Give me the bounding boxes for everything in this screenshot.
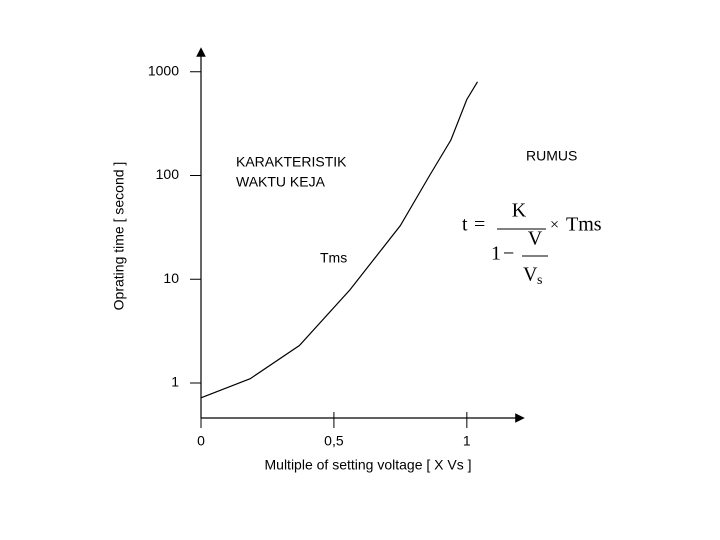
formula-text: K [512,200,527,222]
formula-text: V [523,264,538,286]
y-tick-label: 100 [156,166,180,182]
annotation: KARAKTERISTIK [236,154,347,170]
formula-text: V [528,228,543,250]
x-tick-label: 0,5 [324,433,344,449]
y-axis-label: Oprating time [ second ] [111,162,127,311]
y-tick-label: 1 [171,374,179,390]
formula-text: s [537,273,542,288]
annotation: RUMUS [526,148,577,164]
formula-text: 1 [491,243,501,265]
x-tick-label: 1 [463,433,471,449]
formula: t = K 1 − V V s × Tms [462,200,602,289]
line-series [200,81,479,399]
formula-text: Tms [566,214,602,236]
x-axis-label: Multiple of setting voltage [ X Vs ] [265,457,472,473]
formula-text: × [550,217,559,234]
annotation: Tms [320,250,347,266]
formula-text: − [503,243,514,265]
x-tick-label: 0 [197,433,205,449]
y-tick-label: 10 [163,270,179,286]
annotation: WAKTU KEJA [236,174,326,190]
formula-text: t [462,214,468,236]
y-tick-label: 1000 [148,62,179,78]
formula-text: = [474,214,485,236]
